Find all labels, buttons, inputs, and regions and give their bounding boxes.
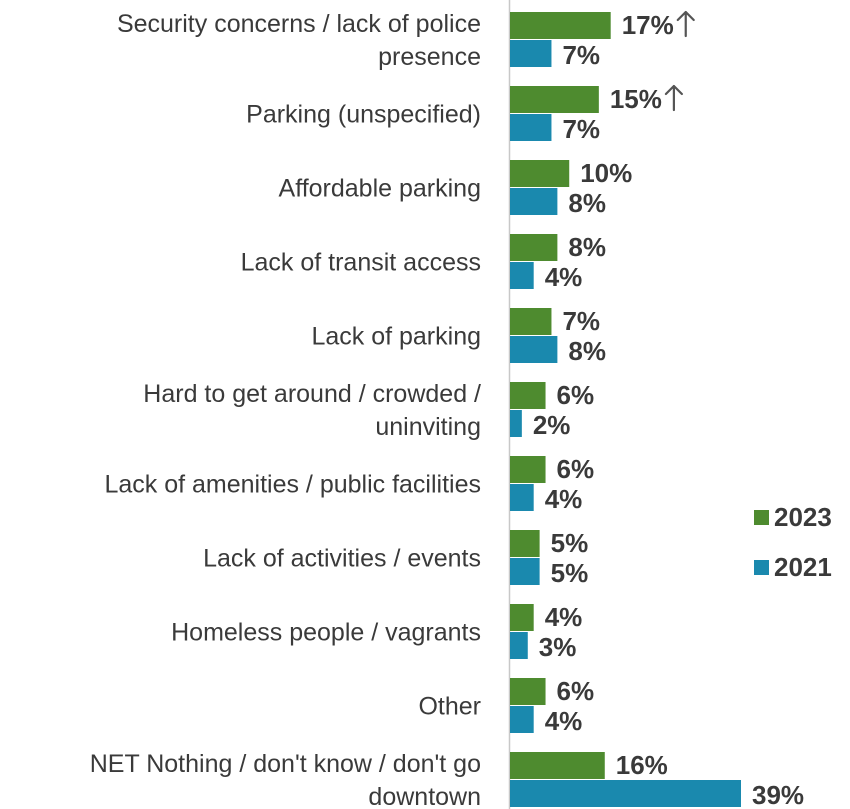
value-label-2023: 6%: [557, 676, 595, 706]
category-label: Lack of parking: [311, 323, 481, 351]
category-label-line: Hard to get around / crowded /: [143, 380, 481, 408]
value-label-2021: 7%: [562, 114, 600, 144]
bar-2021: [510, 336, 558, 363]
category-label-line: presence: [378, 43, 481, 71]
bar-2023: [510, 382, 546, 409]
bar-2023: [510, 456, 546, 483]
arrow-up-path: [676, 10, 695, 38]
category-label-line: Affordable parking: [279, 175, 481, 203]
bar-2023: [510, 234, 558, 261]
value-label-2021: 5%: [551, 558, 589, 588]
category-label-line: NET Nothing / don't know / don't go: [90, 750, 481, 778]
bar-2023: [510, 160, 570, 187]
category-label: NET Nothing / don't know / don't go downt…: [90, 750, 481, 809]
bar-2021: [510, 114, 552, 141]
value-label-2021: 7%: [562, 40, 600, 70]
category-label-line: Lack of parking: [311, 323, 481, 351]
value-label-2023: 16%: [616, 750, 668, 780]
value-label-2023: 5%: [551, 528, 589, 558]
value-label-2021: 8%: [568, 336, 606, 366]
category-label: Homeless people / vagrants: [171, 619, 481, 647]
legend-label-2023: 2023: [774, 502, 832, 532]
value-label-2023: 6%: [557, 380, 595, 410]
category-label: Lack of amenities / public facilities: [104, 471, 481, 499]
category-label: Other: [418, 693, 481, 721]
value-label-2023: 10%: [580, 158, 632, 188]
bar-2023: [510, 12, 611, 39]
arrow-up-icon: [676, 10, 695, 38]
value-label-2021: 4%: [545, 262, 583, 292]
bar-2023: [510, 530, 540, 557]
category-label-line: Homeless people / vagrants: [171, 619, 481, 647]
value-label-2021: 4%: [545, 484, 583, 514]
value-label-2023: 6%: [557, 454, 595, 484]
value-label-2023: 17%: [622, 10, 674, 40]
legend-swatch-2023: [754, 510, 769, 525]
category-label-line: Lack of transit access: [241, 249, 481, 277]
arrow-up-path: [664, 84, 683, 112]
bar-2023: [510, 308, 552, 335]
bar-2021: [510, 632, 528, 659]
bar-2021: [510, 40, 552, 67]
bar-2021: [510, 484, 534, 511]
category-label-line: Parking (unspecified): [246, 101, 481, 129]
category-label: Lack of transit access: [241, 249, 481, 277]
bar-2021: [510, 780, 741, 807]
value-label-2021: 39%: [752, 780, 804, 809]
value-label-2023: 8%: [568, 232, 606, 262]
bar-2023: [510, 678, 546, 705]
category-labels: Security concerns / lack of police presen…: [90, 10, 481, 809]
bar-2021: [510, 262, 534, 289]
category-label-line: Lack of activities / events: [203, 545, 481, 573]
significance-markers: [664, 10, 695, 112]
category-label-line: Security concerns / lack of police: [117, 10, 481, 38]
legend-label-2021: 2021: [774, 552, 832, 582]
legend: 2023 2021: [754, 502, 832, 582]
arrow-up-icon: [664, 84, 683, 112]
value-label-2023: 4%: [545, 602, 583, 632]
category-label: Parking (unspecified): [246, 101, 481, 129]
bars: [510, 12, 741, 807]
value-label-2023: 7%: [562, 306, 600, 336]
category-label-line: uninviting: [375, 413, 481, 441]
category-label: Security concerns / lack of police presen…: [117, 10, 481, 71]
category-label-line: downtown: [368, 783, 481, 809]
value-label-2021: 2%: [533, 410, 571, 440]
category-label: Affordable parking: [279, 175, 481, 203]
category-label: Lack of activities / events: [203, 545, 481, 573]
value-labels: 17%7%15%7%10%8%8%4%7%8%6%2%6%4%5%5%4%3%6…: [533, 10, 804, 809]
legend-swatch-2021: [754, 560, 769, 575]
bar-2023: [510, 752, 605, 779]
category-label: Hard to get around / crowded / uninviting: [143, 380, 481, 441]
bar-2021: [510, 558, 540, 585]
value-label-2021: 3%: [539, 632, 577, 662]
bar-2023: [510, 86, 599, 113]
bar-2023: [510, 604, 534, 631]
bar-2021: [510, 188, 558, 215]
bar-2021: [510, 410, 522, 437]
value-label-2021: 4%: [545, 706, 583, 736]
bar-2021: [510, 706, 534, 733]
value-label-2021: 8%: [568, 188, 606, 218]
category-label-line: Other: [418, 693, 481, 721]
value-label-2023: 15%: [610, 84, 662, 114]
category-label-line: Lack of amenities / public facilities: [104, 471, 481, 499]
